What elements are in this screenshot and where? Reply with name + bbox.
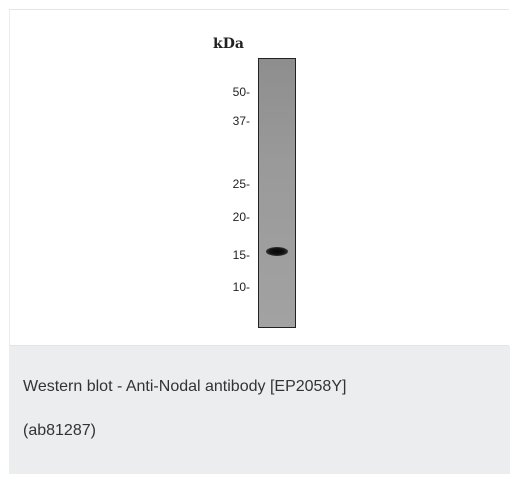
marker-label-37: 37- bbox=[232, 114, 250, 128]
caption-title: Western blot - Anti-Nodal antibody [EP20… bbox=[23, 378, 347, 395]
blot-lane bbox=[258, 58, 296, 328]
marker-label-15: 15- bbox=[232, 248, 250, 262]
caption-catalog-number: (ab81287) bbox=[23, 422, 96, 439]
marker-label-20: 20- bbox=[232, 210, 250, 224]
unit-label: kDa bbox=[213, 36, 244, 52]
marker-label-10: 10- bbox=[232, 280, 250, 294]
marker-label-50: 50- bbox=[232, 85, 250, 99]
protein-band bbox=[266, 247, 288, 256]
marker-label-25: 25- bbox=[232, 177, 250, 191]
image-caption: Western blot - Anti-Nodal antibody [EP20… bbox=[9, 346, 510, 474]
western-blot-figure: kDa 50- 37- 25- 20- 15- 10- bbox=[9, 9, 509, 346]
